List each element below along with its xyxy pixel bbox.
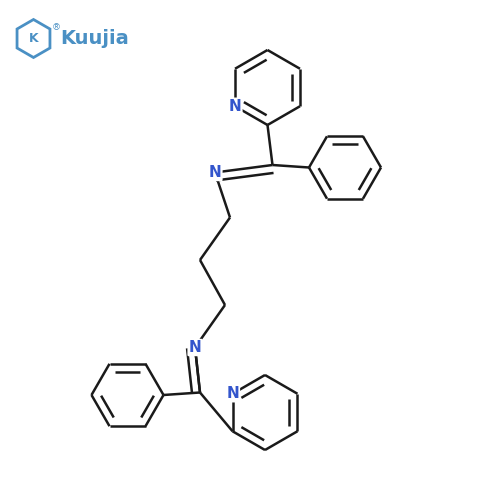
Text: N: N: [208, 165, 222, 180]
Text: K: K: [28, 32, 38, 45]
Text: Kuujia: Kuujia: [60, 29, 129, 48]
Text: N: N: [228, 99, 241, 114]
Text: N: N: [188, 340, 202, 355]
Text: ®: ®: [52, 24, 60, 32]
Text: N: N: [226, 386, 239, 402]
